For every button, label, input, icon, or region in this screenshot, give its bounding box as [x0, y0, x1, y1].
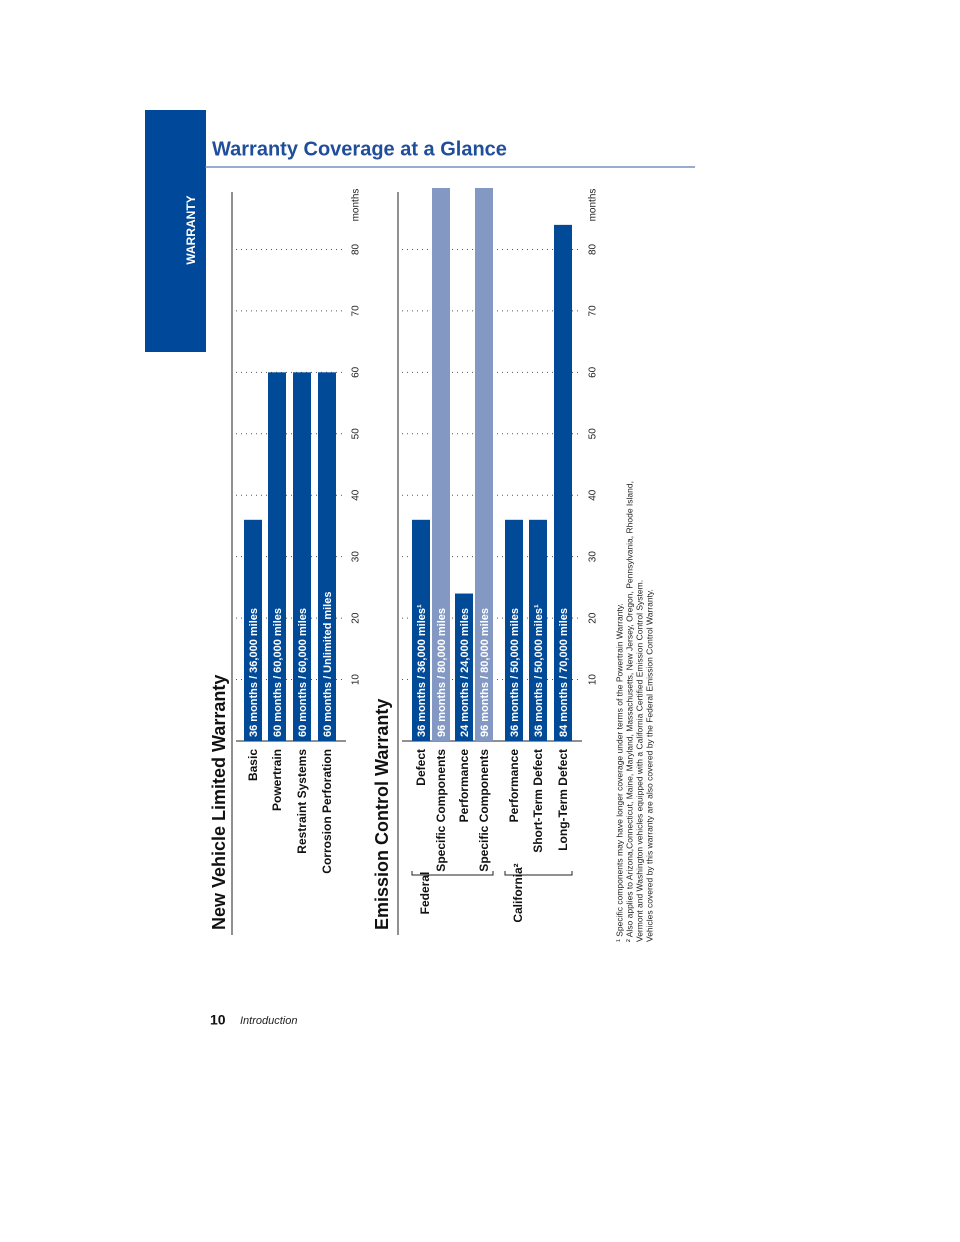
axis-unit: months: [588, 189, 599, 222]
footnote: ² Also applies to Arizona,Connecticut, M…: [624, 481, 634, 942]
bar: [505, 519, 523, 741]
bar-label: 36 months / 50,000 miles¹: [533, 604, 545, 737]
tick-label: 10: [588, 674, 599, 686]
bar-label: 60 months / 60,000 miles: [272, 608, 284, 737]
tick-label: 80: [588, 243, 599, 255]
category-label: Corrosion Perforation: [320, 749, 334, 874]
category-label: Specific Components: [434, 749, 448, 872]
bar-label: 84 months / 70,000 miles: [558, 608, 570, 737]
category-label: Performance: [507, 749, 521, 823]
category-label: Short-Term Defect: [531, 749, 545, 853]
group-label: Federal: [418, 872, 432, 915]
footnotes: ¹ Specific components may have longer co…: [614, 481, 654, 942]
footnote: Vermont and Washington vehicles equipped…: [634, 580, 644, 942]
bar-label: 96 months / 80,000 miles: [436, 608, 448, 737]
tab-label: WARRANTY: [184, 195, 198, 264]
category-label: Defect: [414, 749, 428, 786]
bar: [554, 224, 572, 741]
tick-label: 30: [588, 551, 599, 563]
chart-title: Emission Control Warranty: [372, 699, 392, 930]
page-number: 10: [210, 1012, 226, 1028]
bar-label: 60 months / Unlimited miles: [322, 592, 334, 737]
category-label: Performance: [457, 749, 471, 823]
bar: [244, 519, 262, 741]
category-label: Basic: [246, 749, 260, 781]
chart-title: New Vehicle Limited Warranty: [209, 675, 229, 930]
section-name: Introduction: [240, 1015, 297, 1027]
tick-label: 60: [588, 366, 599, 378]
axis-unit: months: [351, 189, 362, 222]
tick-label: 70: [351, 305, 362, 317]
bar-label: 60 months / 60,000 miles: [297, 608, 309, 737]
category-label: Restraint Systems: [295, 749, 309, 854]
category-label: Long-Term Defect: [556, 749, 570, 851]
category-label: Powertrain: [270, 749, 284, 811]
tick-label: 20: [588, 612, 599, 624]
tick-label: 50: [588, 428, 599, 440]
chart: Emission Control Warranty 10 20 30 40 50 60 70 8…: [372, 188, 599, 935]
section-tab: [145, 110, 206, 352]
footnote: Vehicles covered by this warranty are al…: [644, 589, 654, 942]
group-label: California²: [511, 863, 525, 922]
tick-label: 20: [351, 612, 362, 624]
bar: [475, 188, 493, 741]
bar: [318, 372, 336, 741]
bar: [529, 519, 547, 741]
bar-label: 96 months / 80,000 miles: [479, 608, 491, 737]
tick-label: 40: [351, 489, 362, 501]
tick-label: 10: [351, 674, 362, 686]
bar: [412, 519, 430, 741]
tick-label: 50: [351, 428, 362, 440]
tick-label: 60: [351, 366, 362, 378]
bar: [455, 593, 473, 741]
bar-label: 36 months / 36,000 miles: [248, 608, 260, 737]
footnote: ¹ Specific components may have longer co…: [614, 603, 624, 942]
tick-label: 80: [351, 243, 362, 255]
bar: [293, 372, 311, 741]
bar-label: 24 months / 24,000 miles: [459, 608, 471, 737]
category-label: Specific Components: [477, 749, 491, 872]
group-bracket: [504, 871, 573, 876]
tick-label: 30: [351, 551, 362, 563]
bar-label: 36 months / 50,000 miles: [509, 608, 521, 737]
bar-label: 36 months / 36,000 miles¹: [416, 604, 428, 737]
chart: New Vehicle Limited Warranty 10 20 30 40 50 60…: [209, 189, 362, 935]
bar: [432, 188, 450, 741]
tick-label: 70: [588, 305, 599, 317]
bar: [268, 372, 286, 741]
group-bracket: [411, 871, 494, 876]
tick-label: 40: [588, 489, 599, 501]
page-title: Warranty Coverage at a Glance: [212, 138, 507, 160]
